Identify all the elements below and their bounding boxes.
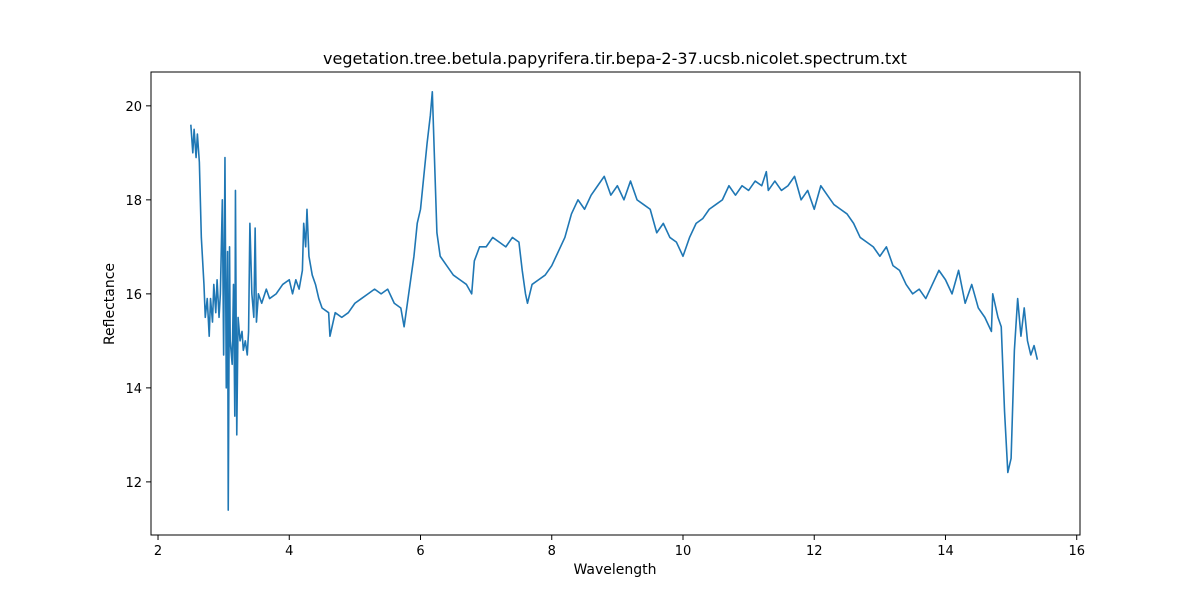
x-tick-label: 4 [285,544,293,559]
y-tick-label: 12 [125,476,142,491]
data-line [190,90,1039,511]
x-tick-label: 8 [548,544,556,559]
x-tick-label: 10 [675,544,692,559]
x-tick-label: 6 [416,544,424,559]
y-tick-label: 16 [125,288,142,303]
y-tick-label: 18 [125,194,142,209]
x-tick-label: 2 [154,544,162,559]
x-axis-label: Wavelength [573,562,656,578]
y-tick-label: 14 [125,382,142,397]
chart-title: vegetation.tree.betula.papyrifera.tir.be… [323,49,907,68]
y-axis-label: Reflectance [102,263,118,345]
x-tick-label: 12 [806,544,823,559]
y-tick-label: 20 [125,100,142,115]
x-tick-label: 14 [937,544,954,559]
x-tick-label: 16 [1068,544,1085,559]
plot-frame [150,71,1081,536]
